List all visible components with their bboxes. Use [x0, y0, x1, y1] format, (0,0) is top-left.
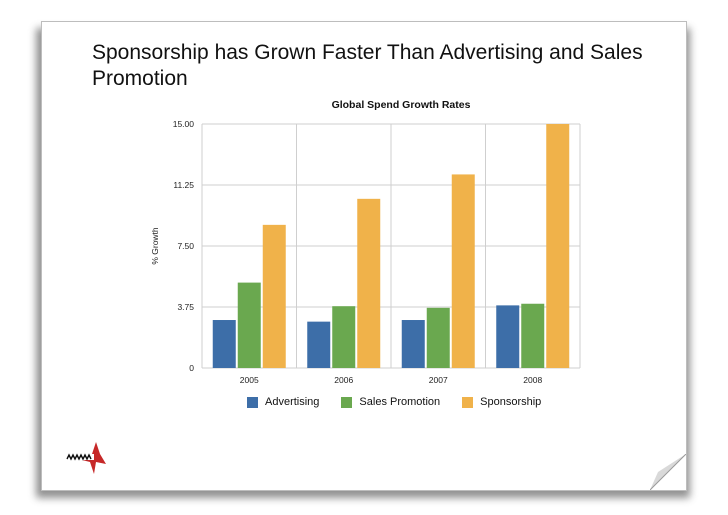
bar-sponsorship-2006 — [357, 198, 381, 368]
y-axis-label: % Growth — [150, 227, 160, 265]
x-tick-label: 2006 — [334, 375, 353, 385]
chart-title: Global Spend Growth Rates — [332, 99, 471, 111]
red-star-logo-icon — [66, 442, 106, 474]
bar-advertising-2007 — [401, 320, 425, 368]
bar-sponsorship-2008 — [546, 124, 570, 368]
y-tick-label: 7.50 — [177, 241, 194, 251]
bar-sales-promotion-2007 — [426, 307, 450, 368]
legend-item: Sponsorship — [462, 396, 541, 408]
bar-advertising-2006 — [307, 321, 331, 368]
y-tick-label: 11.25 — [173, 180, 194, 190]
legend-item: Advertising — [247, 396, 319, 408]
legend-swatch — [341, 396, 353, 408]
legend-label: Sales Promotion — [359, 396, 441, 408]
bar-sales-promotion-2005 — [237, 282, 261, 368]
page-curl-icon — [650, 454, 686, 490]
bar-advertising-2008 — [496, 305, 520, 368]
bar-chart: Global Spend Growth Rates 0 3.75 7.50 11.25 1… — [150, 99, 581, 385]
x-tick-label: 2007 — [429, 375, 448, 385]
bar-sponsorship-2007 — [451, 174, 475, 368]
legend-swatch — [247, 396, 258, 408]
x-tick-label: 2005 — [240, 375, 259, 385]
slide-title: Sponsorship has Grown Faster Than Advert… — [92, 41, 643, 90]
y-tick-label: 15.00 — [173, 119, 195, 129]
bar-advertising-2005 — [212, 320, 236, 368]
legend-item: Sales Promotion — [341, 396, 440, 408]
legend-label: Advertising — [265, 396, 320, 408]
y-tick-label: 0 — [189, 363, 194, 373]
bar-sales-promotion-2006 — [332, 306, 356, 368]
legend-swatch — [462, 396, 474, 408]
chart-legend: Advertising Sales Promotion Sponsorship — [247, 396, 541, 408]
x-tick-label: 2008 — [523, 375, 542, 385]
bar-sponsorship-2005 — [262, 224, 286, 368]
legend-label: Sponsorship — [480, 396, 542, 408]
slide: Sponsorship has Grown Faster Than Advert… — [42, 22, 686, 490]
bar-sales-promotion-2008 — [521, 303, 545, 368]
y-tick-label: 3.75 — [177, 302, 194, 312]
